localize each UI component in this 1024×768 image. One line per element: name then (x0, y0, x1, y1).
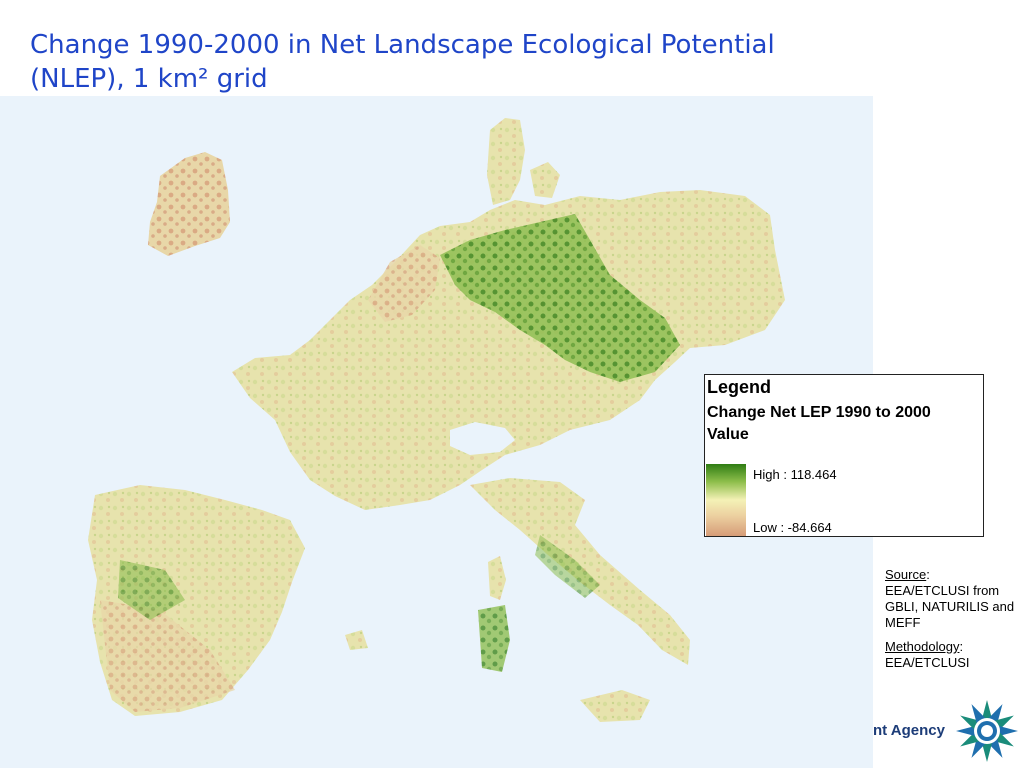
methodology-text: EEA/ETCLUSI (885, 655, 970, 670)
map-canvas (88, 118, 785, 722)
source-text: EEA/ETCLUSI from GBLI, NATURILIS and MEF… (885, 583, 1015, 630)
legend-color-ramp (706, 464, 746, 536)
benelux-red-zone (368, 245, 440, 322)
map-legend: Legend Change Net LEP 1990 to 2000 Value… (704, 374, 984, 537)
eea-sunburst-logo-icon (956, 700, 1018, 762)
denmark-landmass (487, 118, 525, 205)
legend-high-label: High : 118.464 (753, 467, 837, 482)
ireland-landmass (148, 152, 230, 256)
germany-green-zone (440, 214, 680, 382)
sicily (580, 690, 650, 722)
legend-subtitle: Change Net LEP 1990 to 2000 (707, 404, 931, 421)
source-label: Source (885, 567, 927, 582)
mainland-europe (232, 190, 785, 510)
page-title: Change 1990-2000 in Net Landscape Ecolog… (30, 30, 775, 94)
legend-low-label: Low : -84.664 (753, 520, 832, 535)
iberia-green-zone (118, 560, 185, 620)
agency-name-fragment: nt Agency (873, 722, 945, 739)
sardinia (478, 605, 510, 672)
legend-heading: Legend (707, 377, 772, 397)
lake (450, 422, 515, 455)
danish-islands (530, 162, 560, 198)
source-note: Source: EEA/ETCLUSI from GBLI, NATURILIS… (885, 567, 1015, 670)
balearic-islands (345, 630, 368, 650)
legend-field-label: Value (707, 426, 749, 443)
corsica (488, 556, 506, 600)
iberia-red-zone (100, 600, 235, 712)
methodology-label: Methodology (885, 639, 960, 654)
italy-green-zone (535, 535, 600, 598)
